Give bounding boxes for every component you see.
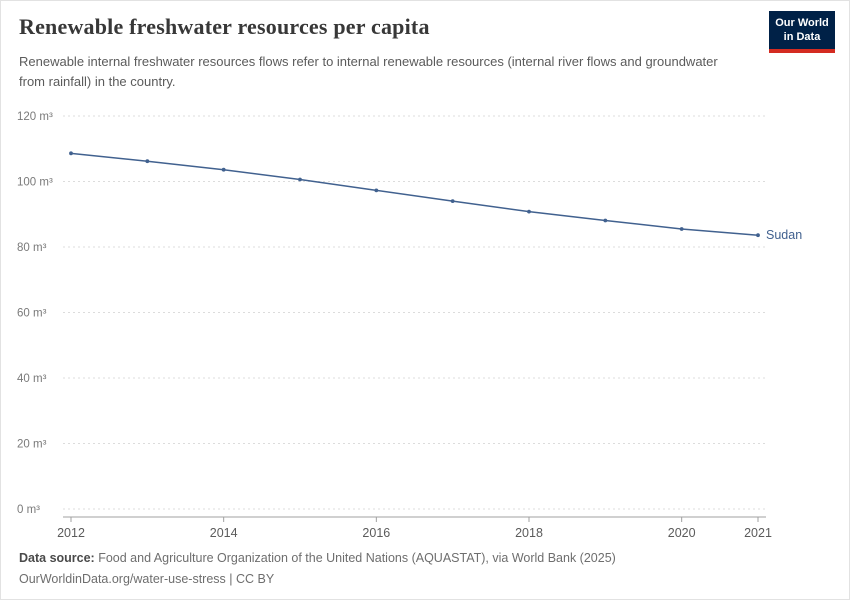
data-point[interactable] [298, 177, 302, 182]
owid-logo-line1: Our World [775, 17, 829, 29]
line-chart-svg[interactable]: 0 m³ 20 m³ 40 m³ 60 m³ 80 m³ 100 m³ 120 m³ 2012… [1, 89, 850, 549]
chart-subtitle: Renewable internal freshwater resources … [19, 54, 718, 89]
x-axis-tick-label: 2016 [362, 526, 390, 540]
data-point[interactable] [145, 159, 150, 164]
owid-logo[interactable]: Our World in Data [769, 11, 835, 53]
chart-area[interactable]: 0 m³ 20 m³ 40 m³ 60 m³ 80 m³ 100 m³ 120 m³ 2012… [1, 89, 850, 549]
y-axis-tick-label: 120 m³ [17, 111, 53, 123]
y-axis-tick-label: 40 m³ [17, 373, 47, 385]
data-point[interactable] [69, 151, 73, 156]
y-axis-tick-label: 100 m³ [17, 177, 53, 189]
page-title: Renewable freshwater resources per capit… [19, 14, 430, 39]
chart-footer: Data source: Food and Agriculture Organi… [19, 548, 616, 589]
x-axis-tick-label: 2014 [210, 526, 238, 540]
x-axis-tick-label: 2020 [668, 526, 696, 540]
data-source-label: Data source: [19, 551, 95, 565]
y-axis-tick-label: 0 m³ [17, 504, 40, 516]
x-axis-tick-label: 2012 [57, 526, 85, 540]
data-point[interactable] [527, 209, 531, 214]
x-axis-tick-label: 2018 [515, 526, 543, 540]
data-source-line: Data source: Food and Agriculture Organi… [19, 548, 616, 569]
data-source-text: Food and Agriculture Organization of the… [94, 551, 616, 565]
owid-logo-line2: in Data [783, 31, 821, 44]
y-axis-tick-label: 60 m³ [17, 308, 47, 320]
y-axis-tick-label: 80 m³ [17, 242, 47, 254]
data-point[interactable] [374, 188, 379, 193]
license-link[interactable]: OurWorldinData.org/water-use-stress | CC… [19, 571, 275, 586]
data-point[interactable] [450, 199, 455, 204]
series-end-label[interactable]: Sudan [766, 228, 802, 242]
y-axis-tick-label: 20 m³ [17, 439, 47, 451]
data-point[interactable] [221, 167, 226, 172]
data-point[interactable] [679, 227, 684, 231]
series-line-sudan[interactable] [70, 152, 759, 236]
data-point[interactable] [603, 218, 608, 223]
data-point[interactable] [756, 233, 760, 238]
x-axis-tick-label: 2021 [744, 526, 772, 540]
